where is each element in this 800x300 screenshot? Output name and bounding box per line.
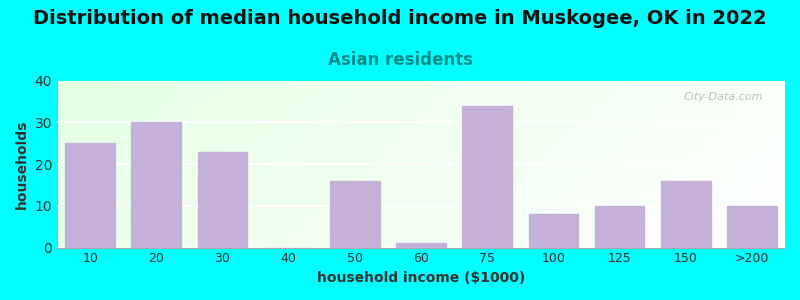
Y-axis label: households: households [15, 119, 29, 209]
Bar [396, 243, 446, 247]
Bar [529, 214, 578, 248]
Text: Distribution of median household income in Muskogee, OK in 2022: Distribution of median household income … [33, 9, 767, 28]
Bar [661, 181, 710, 248]
Bar [727, 206, 777, 247]
Bar [594, 206, 644, 247]
Text: Asian residents: Asian residents [327, 51, 473, 69]
Bar [66, 143, 115, 248]
Text: City-Data.com: City-Data.com [684, 92, 763, 102]
Bar [131, 122, 181, 248]
Bar [198, 152, 247, 248]
Bar [330, 181, 380, 248]
X-axis label: household income ($1000): household income ($1000) [317, 271, 525, 285]
Bar [462, 106, 512, 248]
